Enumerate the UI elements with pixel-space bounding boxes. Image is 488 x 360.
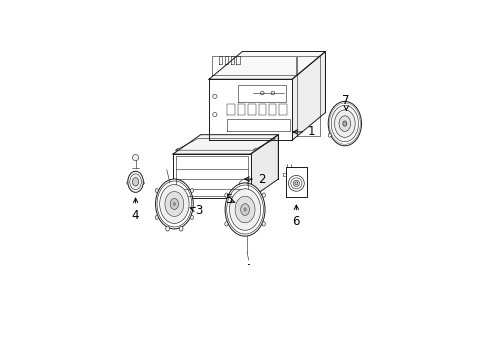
Polygon shape <box>250 135 278 198</box>
Ellipse shape <box>127 171 143 192</box>
Text: 2: 2 <box>244 172 265 185</box>
Ellipse shape <box>190 189 193 193</box>
Ellipse shape <box>243 207 246 212</box>
Polygon shape <box>208 79 292 140</box>
Ellipse shape <box>330 105 358 142</box>
Ellipse shape <box>179 226 183 231</box>
Ellipse shape <box>160 185 189 224</box>
Polygon shape <box>292 51 325 140</box>
Polygon shape <box>173 135 278 154</box>
Polygon shape <box>208 51 325 79</box>
Ellipse shape <box>155 189 158 193</box>
Ellipse shape <box>173 202 176 206</box>
Text: 4: 4 <box>132 198 139 221</box>
Ellipse shape <box>224 183 264 236</box>
Text: 1: 1 <box>293 125 315 138</box>
Ellipse shape <box>327 133 330 137</box>
Ellipse shape <box>342 121 346 126</box>
Ellipse shape <box>155 179 193 229</box>
Ellipse shape <box>229 189 260 230</box>
Ellipse shape <box>165 226 169 231</box>
Ellipse shape <box>170 198 178 210</box>
Text: 7: 7 <box>342 94 349 110</box>
Ellipse shape <box>132 177 139 186</box>
Ellipse shape <box>164 192 183 216</box>
Ellipse shape <box>294 182 297 185</box>
Ellipse shape <box>224 193 227 197</box>
Text: 5: 5 <box>224 193 234 206</box>
Ellipse shape <box>338 116 350 131</box>
Ellipse shape <box>129 174 141 190</box>
Ellipse shape <box>262 193 265 197</box>
Circle shape <box>132 154 139 161</box>
Ellipse shape <box>293 180 299 186</box>
Ellipse shape <box>334 110 354 137</box>
Text: 6: 6 <box>292 205 300 229</box>
Ellipse shape <box>327 102 361 146</box>
Ellipse shape <box>126 180 144 186</box>
Ellipse shape <box>155 215 158 220</box>
Ellipse shape <box>235 196 255 223</box>
Ellipse shape <box>224 222 227 226</box>
Ellipse shape <box>240 204 249 215</box>
Polygon shape <box>173 154 250 198</box>
Ellipse shape <box>190 215 193 220</box>
Text: 3: 3 <box>190 204 203 217</box>
Ellipse shape <box>262 222 265 226</box>
